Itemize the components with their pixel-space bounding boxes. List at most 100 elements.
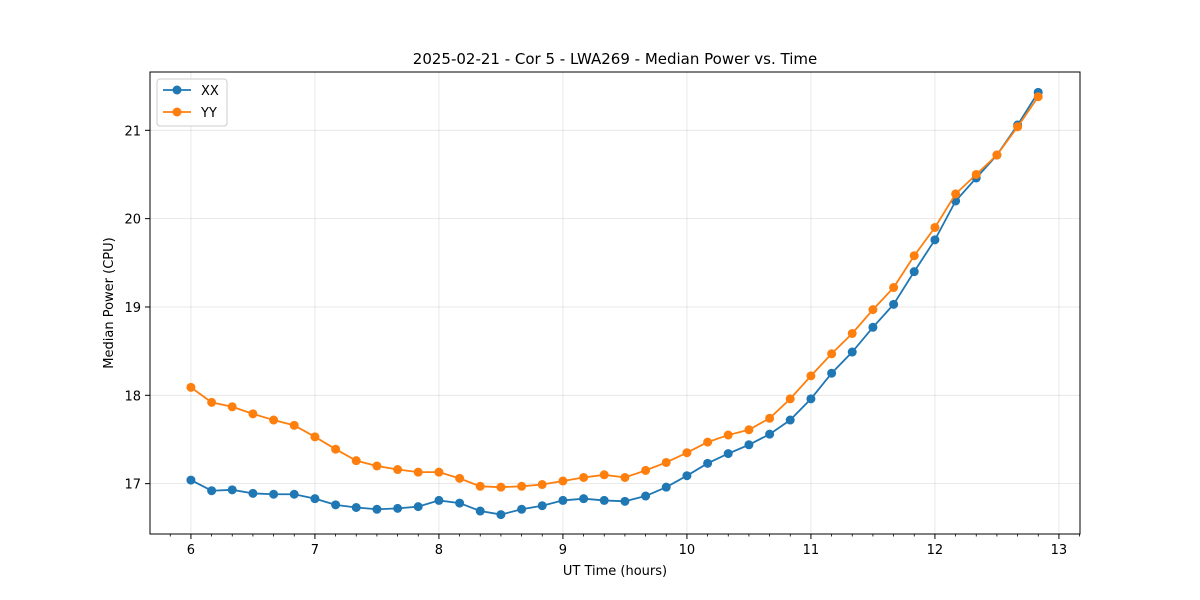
data-point-xx — [413, 502, 423, 512]
data-point-xx — [703, 458, 713, 468]
data-point-xx — [269, 489, 279, 499]
data-point-yy — [207, 397, 217, 407]
x-tick-label: 11 — [803, 543, 820, 558]
data-point-yy — [909, 251, 919, 261]
data-point-xx — [248, 488, 258, 498]
x-tick-label: 10 — [679, 543, 696, 558]
data-point-yy — [475, 481, 485, 491]
data-point-yy — [455, 473, 465, 483]
data-point-xx — [207, 486, 217, 496]
data-point-yy — [889, 283, 899, 293]
data-point-xx — [310, 494, 320, 504]
x-tick-label: 8 — [435, 543, 443, 558]
data-point-yy — [682, 448, 692, 458]
data-point-xx — [889, 299, 899, 309]
tick-layer: 6 7 8 9 10 11 12 13 17 18 19 20 21 — [124, 124, 1080, 558]
data-point-xx — [331, 500, 341, 510]
data-point-xx — [227, 485, 237, 495]
chart-title: 2025-02-21 - Cor 5 - LWA269 - Median Pow… — [413, 50, 817, 68]
data-point-yy — [413, 467, 423, 477]
data-point-yy — [744, 425, 754, 435]
data-point-yy — [620, 472, 630, 482]
data-point-xx — [434, 495, 444, 505]
data-point-yy — [269, 415, 279, 425]
x-tick-label: 12 — [927, 543, 944, 558]
data-point-yy — [971, 169, 981, 179]
data-point-yy — [951, 189, 961, 199]
data-point-yy — [661, 457, 671, 467]
data-point-yy — [331, 444, 341, 454]
data-point-xx — [579, 494, 589, 504]
y-tick-label: 19 — [124, 301, 141, 316]
data-point-xx — [455, 498, 465, 508]
data-point-xx — [496, 510, 506, 520]
data-point-xx — [475, 506, 485, 516]
data-point-yy — [785, 394, 795, 404]
legend-marker-yy — [172, 107, 182, 117]
data-point-yy — [558, 476, 568, 486]
data-point-xx — [289, 489, 299, 499]
data-point-yy — [496, 482, 506, 492]
y-axis-label: Median Power (CPU) — [102, 237, 117, 368]
data-point-xx — [599, 495, 609, 505]
data-point-yy — [827, 349, 837, 359]
data-point-yy — [641, 465, 651, 475]
data-point-yy — [434, 467, 444, 477]
data-point-yy — [310, 432, 320, 442]
legend-label-yy: YY — [200, 106, 217, 121]
data-point-yy — [992, 150, 1002, 160]
series-line-xx — [190, 91, 1039, 516]
data-point-xx — [765, 429, 775, 439]
data-point-yy — [723, 430, 733, 440]
data-point-yy — [868, 305, 878, 315]
x-tick-label: 7 — [311, 543, 319, 558]
data-point-xx — [558, 495, 568, 505]
series-line-yy — [190, 96, 1039, 489]
data-point-xx — [372, 504, 382, 514]
data-point-xx — [351, 503, 361, 512]
x-tick-label: 13 — [1051, 543, 1068, 558]
data-point-xx — [393, 503, 403, 513]
data-point-yy — [186, 382, 196, 392]
data-point-yy — [765, 413, 775, 423]
data-point-yy — [930, 222, 940, 232]
data-point-yy — [372, 461, 382, 471]
data-point-xx — [186, 475, 196, 485]
y-tick-label: 18 — [124, 389, 141, 404]
data-point-yy — [351, 456, 361, 466]
data-point-xx — [744, 440, 754, 450]
plot-frame — [149, 71, 1081, 535]
legend-marker-xx — [172, 85, 182, 95]
series-layer — [186, 87, 1043, 520]
data-point-xx — [847, 347, 857, 357]
data-point-xx — [827, 368, 837, 378]
data-point-yy — [579, 472, 589, 482]
data-point-yy — [517, 481, 527, 491]
data-point-yy — [806, 371, 816, 381]
data-point-yy — [393, 465, 403, 475]
data-point-yy — [847, 328, 857, 338]
data-point-xx — [682, 471, 692, 481]
data-point-yy — [1033, 92, 1043, 102]
data-point-xx — [785, 415, 795, 425]
legend-label-xx: XX — [201, 84, 219, 99]
x-tick-label: 6 — [187, 543, 195, 558]
data-point-xx — [517, 504, 527, 514]
data-point-xx — [537, 501, 547, 511]
y-tick-label: 17 — [124, 478, 141, 493]
data-point-yy — [537, 480, 547, 490]
grid-layer — [150, 72, 1080, 534]
data-point-xx — [641, 491, 651, 501]
x-tick-label: 9 — [559, 543, 567, 558]
data-point-yy — [599, 470, 609, 480]
data-point-yy — [227, 402, 237, 412]
data-point-xx — [909, 267, 919, 277]
data-point-yy — [289, 420, 299, 430]
y-tick-label: 20 — [124, 213, 141, 228]
data-point-xx — [806, 394, 816, 404]
legend: XX YY — [156, 78, 228, 127]
x-axis-label: UT Time (hours) — [563, 564, 667, 579]
data-point-xx — [620, 496, 630, 506]
data-point-xx — [930, 235, 940, 245]
